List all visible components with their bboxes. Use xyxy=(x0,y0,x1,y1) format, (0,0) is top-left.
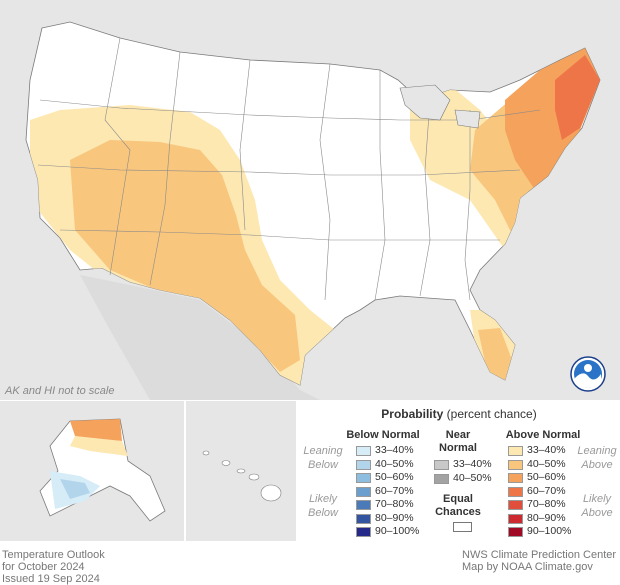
hawaii-island-big-island xyxy=(260,484,282,502)
below-normal-swatch xyxy=(356,500,371,510)
footer-period: for October 2024 xyxy=(2,561,85,573)
below-normal-swatch-label: 33–40% xyxy=(375,444,414,456)
mexico-land xyxy=(80,275,320,400)
conus-map-svg xyxy=(25,21,601,400)
above-normal-swatch-label: 90–100% xyxy=(527,525,572,537)
alaska-likely-below xyxy=(60,479,90,499)
inset-scale-note: AK and HI not to scale xyxy=(5,385,115,397)
legend-title-sub: (percent chance) xyxy=(446,407,537,421)
below-normal-swatch-label: 70–80% xyxy=(375,498,414,510)
below-normal-swatch xyxy=(356,527,371,537)
likely-above-label: Likely Above xyxy=(574,492,620,520)
below-normal-swatch-label: 50–60% xyxy=(375,471,414,483)
near-normal-swatch-label: 33–40% xyxy=(453,458,492,470)
likely-above-l2: Above xyxy=(581,507,613,519)
above-normal-swatch xyxy=(508,459,523,470)
state-borders xyxy=(37,37,541,301)
legend-title: Probability (percent chance) xyxy=(298,407,620,421)
likely-below-label: Likely Below xyxy=(300,492,346,520)
footer-credit: Map by NOAA Climate.gov xyxy=(462,561,593,573)
leaning-above-label: Leaning Above xyxy=(574,444,620,472)
likely-below-l1: Likely xyxy=(308,493,338,505)
below-normal-swatch xyxy=(356,446,371,456)
leaning-above-l2: Above xyxy=(581,459,613,471)
equal-chances-label-2: Chances xyxy=(435,506,481,518)
footer-left: Temperature Outlook for October 2024 Iss… xyxy=(2,549,105,585)
leaning-below-label: Leaning Below xyxy=(300,444,346,472)
alaska-above-north xyxy=(70,419,122,441)
likely-above-l1: Likely xyxy=(582,493,612,505)
below-normal-swatch-label: 90–100% xyxy=(375,525,420,537)
above-normal-swatch xyxy=(508,473,523,483)
above-normal-swatch xyxy=(508,486,523,497)
footer-issued: Issued 19 Sep 2024 xyxy=(2,573,100,585)
footer-agency: NWS Climate Prediction Center xyxy=(462,549,617,561)
above-normal-header: Above Normal xyxy=(505,429,581,441)
leaning-below-l2: Below xyxy=(308,459,338,471)
florida-above-area xyxy=(478,328,512,385)
noaa-logo xyxy=(570,356,606,392)
great-lakes xyxy=(399,84,481,129)
conus-outlook-map xyxy=(0,0,620,400)
near-normal-swatch xyxy=(434,460,449,470)
new-england-above-area xyxy=(555,55,600,140)
near-normal-header-1: Near xyxy=(445,429,471,441)
alaska-map-svg xyxy=(39,418,166,522)
southwest-above-area xyxy=(70,140,300,372)
above-normal-swatch xyxy=(508,446,523,456)
footer-right: NWS Climate Prediction Center Map by NOA… xyxy=(462,549,616,573)
hawaii-island-molokai xyxy=(236,468,246,474)
near-normal-header-2: Normal xyxy=(439,442,477,454)
above-normal-swatch-label: 50–60% xyxy=(527,471,566,483)
alaska-leaning-above xyxy=(70,436,128,456)
legend-title-bold: Probability xyxy=(381,407,444,421)
below-normal-swatch-label: 60–70% xyxy=(375,484,414,497)
legend-panel: Probability (percent chance) Below Norma… xyxy=(298,401,620,541)
above-normal-swatch-label: 33–40% xyxy=(527,444,566,456)
near-normal-swatch xyxy=(434,473,449,484)
leaning-below-l1: Leaning xyxy=(303,445,343,457)
equal-chances-label-1: Equal xyxy=(443,493,473,505)
above-normal-swatch xyxy=(508,500,523,510)
below-normal-swatch xyxy=(356,459,371,470)
above-normal-swatch-label: 60–70% xyxy=(527,484,566,497)
alaska-inset xyxy=(0,401,184,541)
equal-chances-swatch xyxy=(453,522,472,532)
below-normal-header: Below Normal xyxy=(346,429,420,441)
above-normal-swatch xyxy=(508,527,523,537)
above-normal-swatch xyxy=(508,513,523,524)
hawaii-island-oahu xyxy=(221,460,231,466)
leaning-above-l1: Leaning xyxy=(577,445,617,457)
near-normal-swatch-label: 40–50% xyxy=(453,471,492,484)
above-normal-swatch-label: 70–80% xyxy=(527,498,566,510)
below-normal-swatch-label: 40–50% xyxy=(375,457,414,470)
hawaii-island-maui xyxy=(248,473,260,481)
likely-below-l2: Below xyxy=(308,507,338,519)
below-normal-swatch-label: 80–90% xyxy=(375,511,414,524)
hawaii-map-svg xyxy=(202,450,282,502)
below-normal-swatch xyxy=(356,513,371,524)
footer-title: Temperature Outlook xyxy=(2,549,105,561)
above-normal-swatch-label: 80–90% xyxy=(527,511,566,524)
hawaii-inset xyxy=(186,401,296,541)
below-normal-swatch xyxy=(356,473,371,483)
above-normal-swatch-label: 40–50% xyxy=(527,457,566,470)
hawaii-island-kauai xyxy=(202,450,210,456)
below-normal-swatch xyxy=(356,486,371,497)
